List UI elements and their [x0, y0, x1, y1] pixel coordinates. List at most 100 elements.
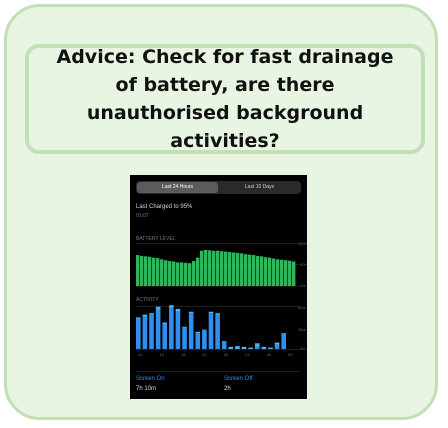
activity-bar-screen-off [268, 347, 273, 349]
tab-last-10-days[interactable]: Last 10 Days [244, 184, 275, 190]
last-charged-text: Last Charged to 95% [136, 204, 193, 210]
activity-bar-screen-on [155, 309, 161, 349]
battery-bar [220, 251, 224, 286]
activity-bar-screen-on [208, 313, 214, 349]
activity-gridline-top [136, 306, 300, 307]
battery-bar [200, 250, 204, 286]
battery-bar [140, 255, 144, 286]
activity-bar-screen-off [221, 341, 227, 342]
activity-bar-screen-off [274, 342, 280, 345]
battery-bar [216, 250, 220, 286]
activity-bar-screen-on [274, 344, 280, 349]
last-charged-time: 01:07 [136, 213, 149, 219]
tab-last-24-hours[interactable]: Last 24 Hours [137, 182, 218, 193]
x-tick-label: 12 [138, 352, 143, 357]
activity-bar-screen-on [142, 316, 148, 349]
activity-bar-screen-off [149, 313, 154, 315]
activity-bar-screen-off [261, 346, 267, 349]
activity-bar-screen-off [254, 343, 260, 347]
activity-bar-screen-on [162, 323, 168, 349]
activity-bar-screen-off [155, 306, 161, 310]
activity-bar-screen-on [215, 314, 220, 349]
activity-bar-screen-on [182, 327, 187, 349]
activity-bar-screen-on [169, 307, 174, 349]
battery-bar [224, 251, 228, 286]
battery-bar [288, 260, 292, 286]
battery-bar [176, 262, 180, 286]
activity-bar-screen-off [136, 317, 141, 319]
battery-bar [240, 253, 244, 286]
battery-bar [272, 258, 276, 286]
battery-tick-50: 50% [300, 262, 307, 267]
battery-bar [248, 254, 252, 286]
activity-bar-screen-off [162, 322, 168, 324]
battery-bar [236, 252, 240, 286]
screen-on-label: Screen On [136, 376, 165, 382]
battery-bar [168, 261, 172, 286]
x-tick-label: 21 [202, 352, 207, 357]
battery-bar [264, 257, 268, 286]
battery-screenshot: Last 24 Hours Last 10 Days Last Charged … [130, 175, 307, 399]
activity-tick-60: 60m [298, 305, 306, 310]
battery-bar [244, 254, 248, 286]
advice-box: Advice: Check for fast drainage of batte… [25, 44, 425, 154]
activity-bar-screen-off [169, 305, 174, 308]
x-tick-label: 03 [245, 352, 250, 357]
battery-bar [280, 259, 284, 286]
activity-bar-screen-off [215, 313, 220, 315]
battery-gridline-bottom [136, 286, 300, 287]
activity-bar-screen-on [195, 333, 201, 349]
activity-bar-screen-off [182, 326, 187, 328]
battery-bar [204, 249, 208, 286]
activity-bar-screen-on [254, 346, 260, 349]
battery-bar [268, 257, 272, 286]
battery-bar [148, 256, 152, 286]
advice-text: Advice: Check for fast drainage of batte… [56, 46, 394, 152]
battery-bar [188, 263, 192, 286]
screen-off-value: 2h [224, 386, 231, 392]
activity-bar-screen-off [248, 347, 253, 349]
battery-bar [180, 262, 184, 286]
x-tick-label: 00 [223, 352, 229, 357]
battery-bar [208, 250, 212, 286]
battery-bar [252, 255, 256, 286]
activity-bar-screen-off [281, 333, 286, 335]
battery-bar [184, 262, 188, 286]
battery-bar [260, 256, 264, 286]
battery-tick-0: 0% [300, 283, 306, 288]
battery-bar [212, 250, 216, 286]
battery-gridline-top [136, 243, 300, 244]
x-tick-label: 18 [180, 352, 186, 357]
battery-bar [144, 256, 148, 286]
activity-bar-screen-on [136, 318, 141, 349]
activity-bar-screen-off [208, 311, 214, 314]
activity-tick-30: 30m [298, 327, 306, 332]
activity-bar-screen-on [281, 334, 286, 349]
battery-bar [156, 258, 160, 286]
battery-bar [192, 261, 196, 286]
battery-bar [276, 259, 280, 286]
battery-bar [292, 261, 296, 286]
activity-bar-screen-off [195, 331, 201, 334]
battery-and-activity-charts [136, 249, 296, 349]
battery-bar [196, 257, 200, 286]
battery-tick-100: 100% [298, 241, 307, 246]
activity-bar-screen-off [241, 346, 247, 349]
activity-bar-screen-on [175, 311, 181, 349]
battery-bar [232, 252, 236, 286]
battery-bar [136, 255, 140, 286]
activity-bar-screen-on [188, 313, 194, 349]
activity-bar-screen-off [142, 314, 148, 317]
activity-bar-screen-on [221, 341, 227, 349]
activity-bar-screen-on [149, 314, 154, 349]
activity-bar-screen-off [228, 346, 234, 349]
battery-bar [160, 259, 164, 286]
battery-bar [256, 255, 260, 286]
x-tick-label: 15 [159, 352, 164, 357]
activity-label: ACTIVITY [136, 297, 159, 303]
activity-bar-screen-on [202, 330, 207, 349]
stats-divider [136, 371, 300, 372]
activity-gridline-bottom [136, 349, 300, 350]
time-range-segmented-control[interactable]: Last 24 Hours Last 10 Days [136, 181, 301, 194]
battery-bar [164, 260, 168, 286]
